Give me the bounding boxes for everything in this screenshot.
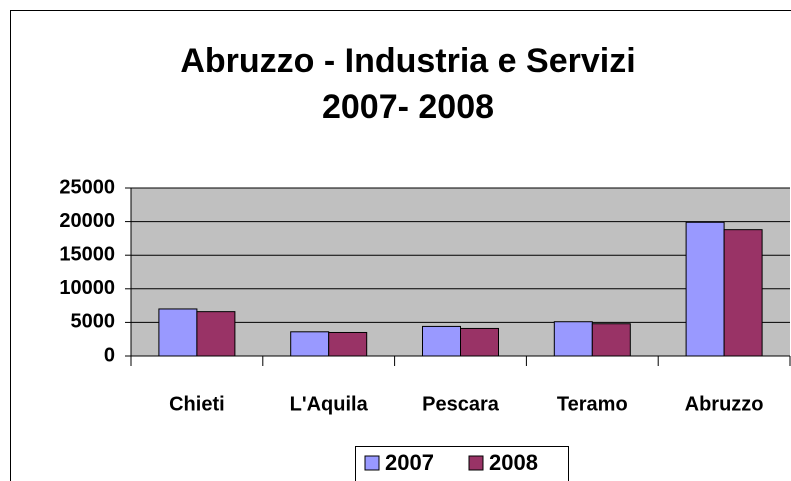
x-tick-label: Teramo [557,393,628,415]
y-tick-label: 15000 [59,243,115,265]
chart-title: Abruzzo - Industria e Servizi [180,42,635,80]
chart-title: 2007- 2008 [322,88,494,126]
legend-label: 2008 [489,450,538,475]
bar [591,323,631,357]
bar [460,327,499,357]
legend-box [355,446,569,481]
y-tick-label: 25000 [59,176,115,198]
y-tick-label: 20000 [59,210,115,232]
bar [685,221,725,357]
bar [290,331,330,357]
y-tick-label: 0 [104,344,115,366]
x-tick-label: L'Aquila [290,393,369,415]
legend-swatch [364,455,380,471]
y-tick-label: 10000 [59,277,115,299]
bar [553,321,593,357]
bar [723,229,763,357]
bar [328,331,368,357]
bar [422,325,461,357]
x-tick-label: Pescara [422,393,500,415]
legend-label: 2007 [385,450,434,475]
bar [196,311,236,357]
bar [158,308,198,357]
legend-swatch [468,455,484,471]
x-tick-label: Abruzzo [685,393,764,415]
x-tick-label: Chieti [169,393,225,415]
y-tick-label: 5000 [71,311,116,333]
